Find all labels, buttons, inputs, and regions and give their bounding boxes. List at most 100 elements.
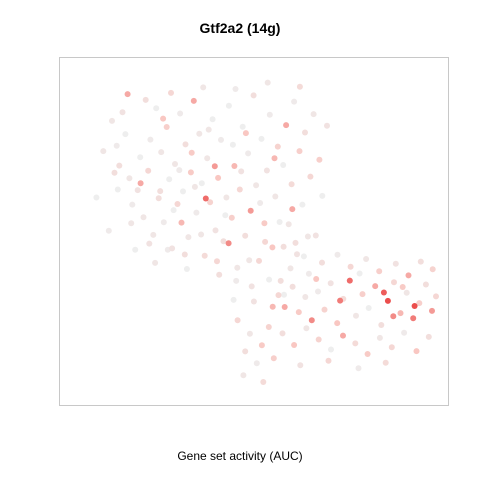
scatter-point-157 bbox=[269, 303, 276, 310]
scatter-point-164 bbox=[225, 240, 232, 247]
scatter-point-13 bbox=[155, 195, 162, 202]
scatter-point-133 bbox=[119, 109, 126, 116]
scatter-point-166 bbox=[160, 115, 167, 122]
scatter-point-62 bbox=[288, 181, 295, 188]
scatter-point-121 bbox=[417, 258, 424, 265]
scatter-point-14 bbox=[158, 149, 165, 156]
scatter-point-185 bbox=[198, 231, 205, 238]
scatter-point-179 bbox=[157, 188, 164, 195]
scatter-point-107 bbox=[413, 348, 420, 355]
scatter-point-93 bbox=[422, 281, 429, 288]
scatter-point-129 bbox=[399, 284, 406, 290]
scatter-point-44 bbox=[239, 123, 246, 130]
scatter-point-57 bbox=[274, 143, 281, 150]
scatter-point-58 bbox=[277, 277, 284, 284]
scatter-point-116 bbox=[347, 263, 354, 270]
scatter-point-97 bbox=[291, 342, 298, 348]
scatter-point-95 bbox=[433, 293, 439, 300]
scatter-point-100 bbox=[328, 346, 334, 353]
scatter-point-71 bbox=[281, 304, 288, 310]
scatter-point-18 bbox=[169, 245, 176, 252]
scatter-point-52 bbox=[261, 220, 268, 227]
x-axis-label: Gene set activity (AUC) bbox=[177, 449, 303, 463]
scatter-point-140 bbox=[216, 271, 223, 278]
scatter-point-175 bbox=[280, 243, 287, 250]
scatter-point-169 bbox=[202, 195, 209, 202]
scatter-point-35 bbox=[215, 174, 222, 181]
scatter-point-176 bbox=[229, 141, 236, 148]
scatter-point-89 bbox=[397, 310, 404, 317]
scatter-point-0 bbox=[109, 117, 115, 124]
scatter-point-15 bbox=[160, 219, 167, 226]
scatter-point-34 bbox=[212, 227, 219, 234]
scatter-point-145 bbox=[296, 83, 303, 90]
scatter-point-191 bbox=[300, 253, 307, 260]
scatter-point-51 bbox=[258, 135, 265, 142]
scatter-point-78 bbox=[327, 280, 334, 287]
scatter-point-20 bbox=[174, 201, 181, 207]
scatter-point-146 bbox=[310, 111, 317, 118]
scatter-point-4 bbox=[126, 175, 133, 182]
scatter-point-106 bbox=[401, 329, 408, 336]
plot-area bbox=[59, 57, 449, 406]
scatter-point-148 bbox=[319, 192, 326, 199]
scatter-point-46 bbox=[245, 150, 252, 157]
scatter-point-90 bbox=[403, 289, 410, 296]
scatter-point-66 bbox=[299, 201, 306, 208]
scatter-point-92 bbox=[416, 300, 423, 307]
scatter-point-195 bbox=[276, 219, 283, 225]
scatter-point-181 bbox=[114, 186, 121, 193]
scatter-point-79 bbox=[334, 320, 341, 327]
scatter-point-177 bbox=[205, 126, 212, 133]
scatter-point-37 bbox=[220, 238, 227, 245]
scatter-point-82 bbox=[353, 312, 359, 319]
scatter-point-81 bbox=[346, 277, 353, 284]
scatter-point-87 bbox=[384, 297, 391, 304]
scatter-point-96 bbox=[279, 330, 286, 337]
scatter-point-111 bbox=[325, 357, 332, 364]
scatter-point-137 bbox=[168, 89, 174, 96]
scatter-point-16 bbox=[163, 124, 170, 130]
scatter-point-184 bbox=[181, 251, 188, 258]
scatter-point-128 bbox=[356, 270, 363, 277]
scatter-point-32 bbox=[207, 199, 214, 206]
scatter-point-5 bbox=[129, 201, 136, 208]
scatter-point-65 bbox=[296, 148, 303, 155]
scatter-point-182 bbox=[146, 240, 153, 247]
scatter-point-124 bbox=[380, 289, 387, 296]
scatter-point-144 bbox=[281, 291, 287, 298]
scatter-point-29 bbox=[198, 180, 205, 187]
scatter-point-142 bbox=[248, 283, 255, 290]
scatter-point-127 bbox=[313, 276, 320, 282]
scatter-point-47 bbox=[247, 207, 254, 214]
chart-title: Gtf2a2 (14g) bbox=[199, 20, 281, 36]
scatter-point-160 bbox=[137, 180, 144, 187]
scatter-point-85 bbox=[372, 283, 379, 290]
scatter-point-36 bbox=[218, 136, 224, 143]
scatter-point-149 bbox=[324, 122, 330, 129]
scatter-point-48 bbox=[250, 92, 257, 99]
scatter-point-174 bbox=[257, 200, 264, 206]
scatter-point-42 bbox=[234, 264, 241, 271]
scatter-point-23 bbox=[182, 141, 189, 148]
scatter-point-22 bbox=[180, 188, 186, 195]
scatter-point-26 bbox=[190, 97, 197, 104]
scatter-point-7 bbox=[137, 154, 144, 161]
scatter-point-74 bbox=[302, 294, 309, 300]
scatter-point-53 bbox=[263, 167, 270, 174]
scatter-point-70 bbox=[275, 292, 282, 299]
scatter-point-86 bbox=[378, 322, 385, 328]
scatter-point-123 bbox=[337, 297, 344, 304]
scatter-point-39 bbox=[225, 102, 232, 109]
scatter-point-83 bbox=[359, 291, 366, 298]
scatter-point-49 bbox=[253, 182, 260, 189]
scatter-point-88 bbox=[391, 279, 397, 286]
scatter-point-162 bbox=[211, 163, 218, 170]
scatter-point-43 bbox=[236, 186, 243, 193]
scatter-point-6 bbox=[134, 187, 141, 194]
scatter-point-194 bbox=[292, 239, 299, 246]
scatter-point-163 bbox=[242, 130, 249, 137]
scatter-point-59 bbox=[280, 162, 287, 168]
scatter-point-187 bbox=[233, 277, 240, 284]
